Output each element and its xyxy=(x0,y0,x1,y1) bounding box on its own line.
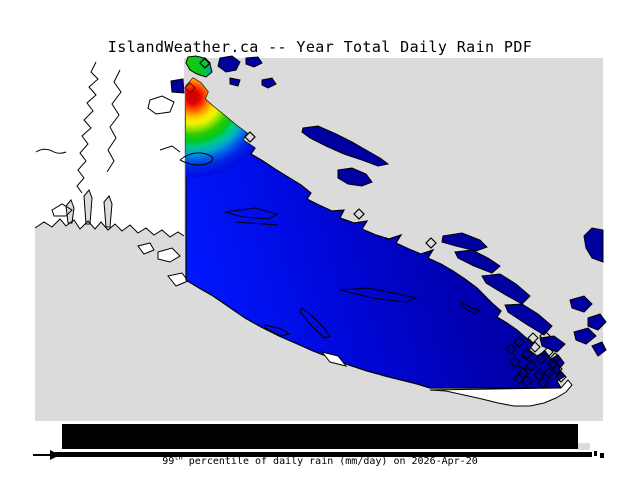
west-coastline xyxy=(34,218,185,238)
coast-notch xyxy=(320,351,348,367)
colorbar-strip xyxy=(62,424,578,449)
no-data-land-southeast xyxy=(429,379,573,407)
page-title: IslandWeather.ca -- Year Total Daily Rai… xyxy=(107,38,533,56)
caption-percentile: 99 xyxy=(162,456,175,467)
offshore-islets xyxy=(137,242,189,287)
satellite-islands xyxy=(170,55,607,357)
axis-arrow-icon xyxy=(33,450,60,460)
caption-text: percentile of daily rain (mm/day) on 202… xyxy=(182,456,478,467)
colorbar-axis-bar xyxy=(55,452,592,457)
no-data-coastline-detail xyxy=(35,61,181,217)
caption: 99th percentile of daily rain (mm/day) o… xyxy=(0,453,640,467)
colorbar-gray-notch xyxy=(578,443,590,450)
caption-percentile-suffix: th xyxy=(174,453,183,462)
sea-area-southwest xyxy=(35,219,184,421)
axis-end-mark xyxy=(594,451,597,456)
rain-pdf-hotspot xyxy=(186,78,273,177)
green-shaded-islet xyxy=(185,55,213,78)
axis-end-mark xyxy=(600,453,604,458)
